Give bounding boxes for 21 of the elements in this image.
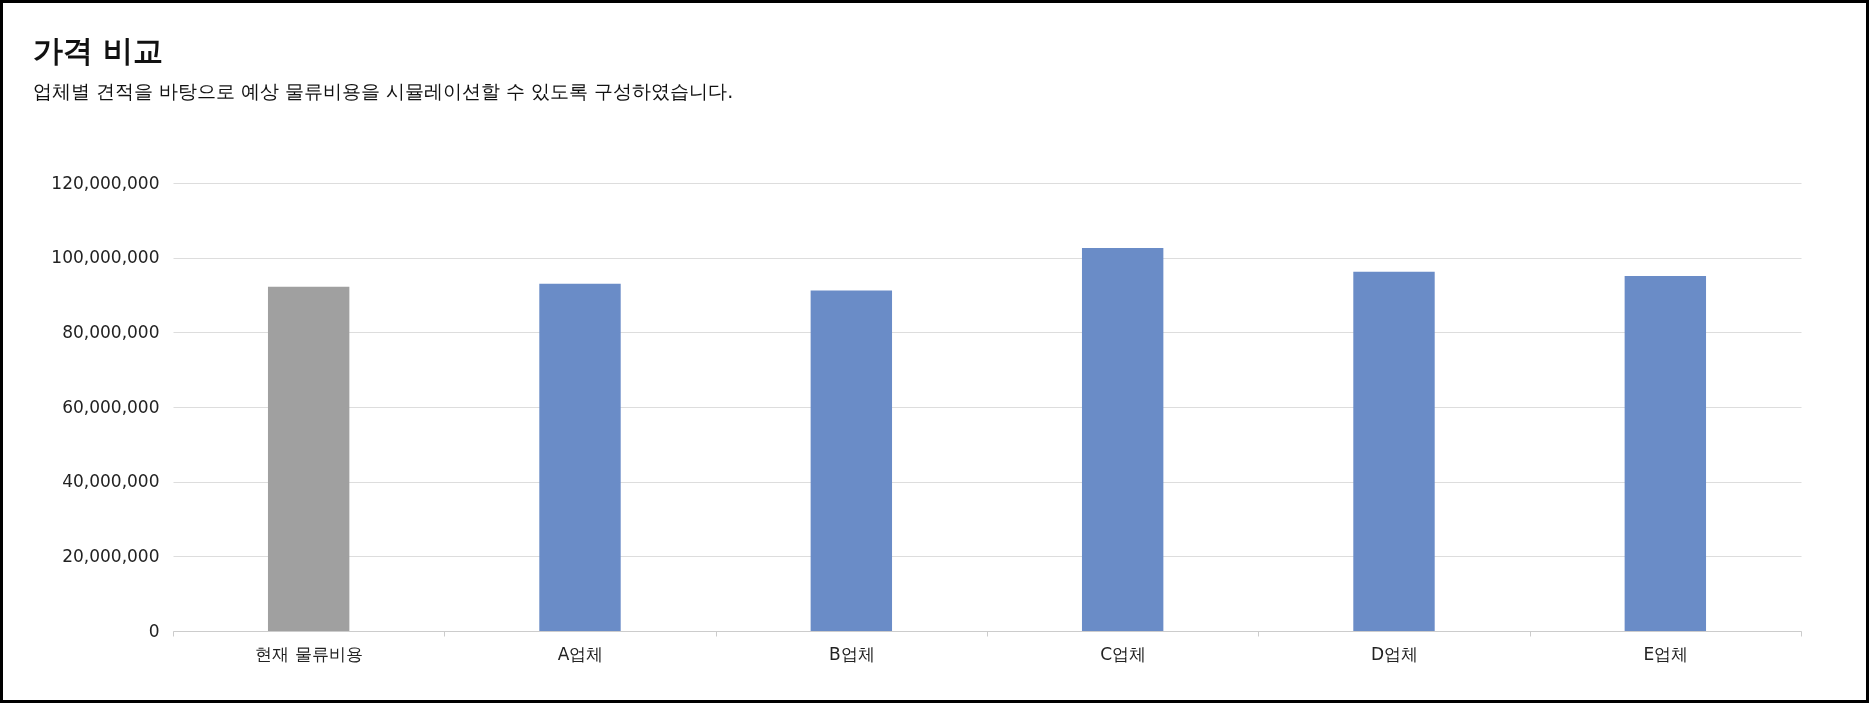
y-tick-label: 0 xyxy=(148,620,160,641)
chart-title: 가격 비교 xyxy=(33,33,164,68)
x-tick-label: 현재 물류비용 xyxy=(255,643,363,664)
bar xyxy=(1353,271,1435,631)
chart-subtitle: 업체별 견적을 바탕으로 예상 물류비용을 시뮬레이션할 수 있도록 구성하였습니다. xyxy=(33,80,734,102)
y-tick-label: 120,000,000 xyxy=(51,172,160,193)
y-tick-label: 20,000,000 xyxy=(62,545,160,566)
x-tick-label: C업체 xyxy=(1100,643,1147,664)
y-tick-label: 100,000,000 xyxy=(51,247,160,268)
y-tick-label: 60,000,000 xyxy=(62,396,160,417)
bar xyxy=(267,286,350,631)
bar xyxy=(539,283,621,631)
y-tick-label: 40,000,000 xyxy=(62,471,160,492)
x-tick-label: A업체 xyxy=(557,643,604,664)
bar xyxy=(1624,275,1707,631)
x-tick-label: E업체 xyxy=(1643,643,1689,664)
y-tick-label: 80,000,000 xyxy=(62,321,160,342)
x-tick-label: D업체 xyxy=(1370,643,1419,664)
bar xyxy=(1081,247,1164,631)
bar xyxy=(810,290,893,631)
x-tick-label: B업체 xyxy=(829,643,875,664)
